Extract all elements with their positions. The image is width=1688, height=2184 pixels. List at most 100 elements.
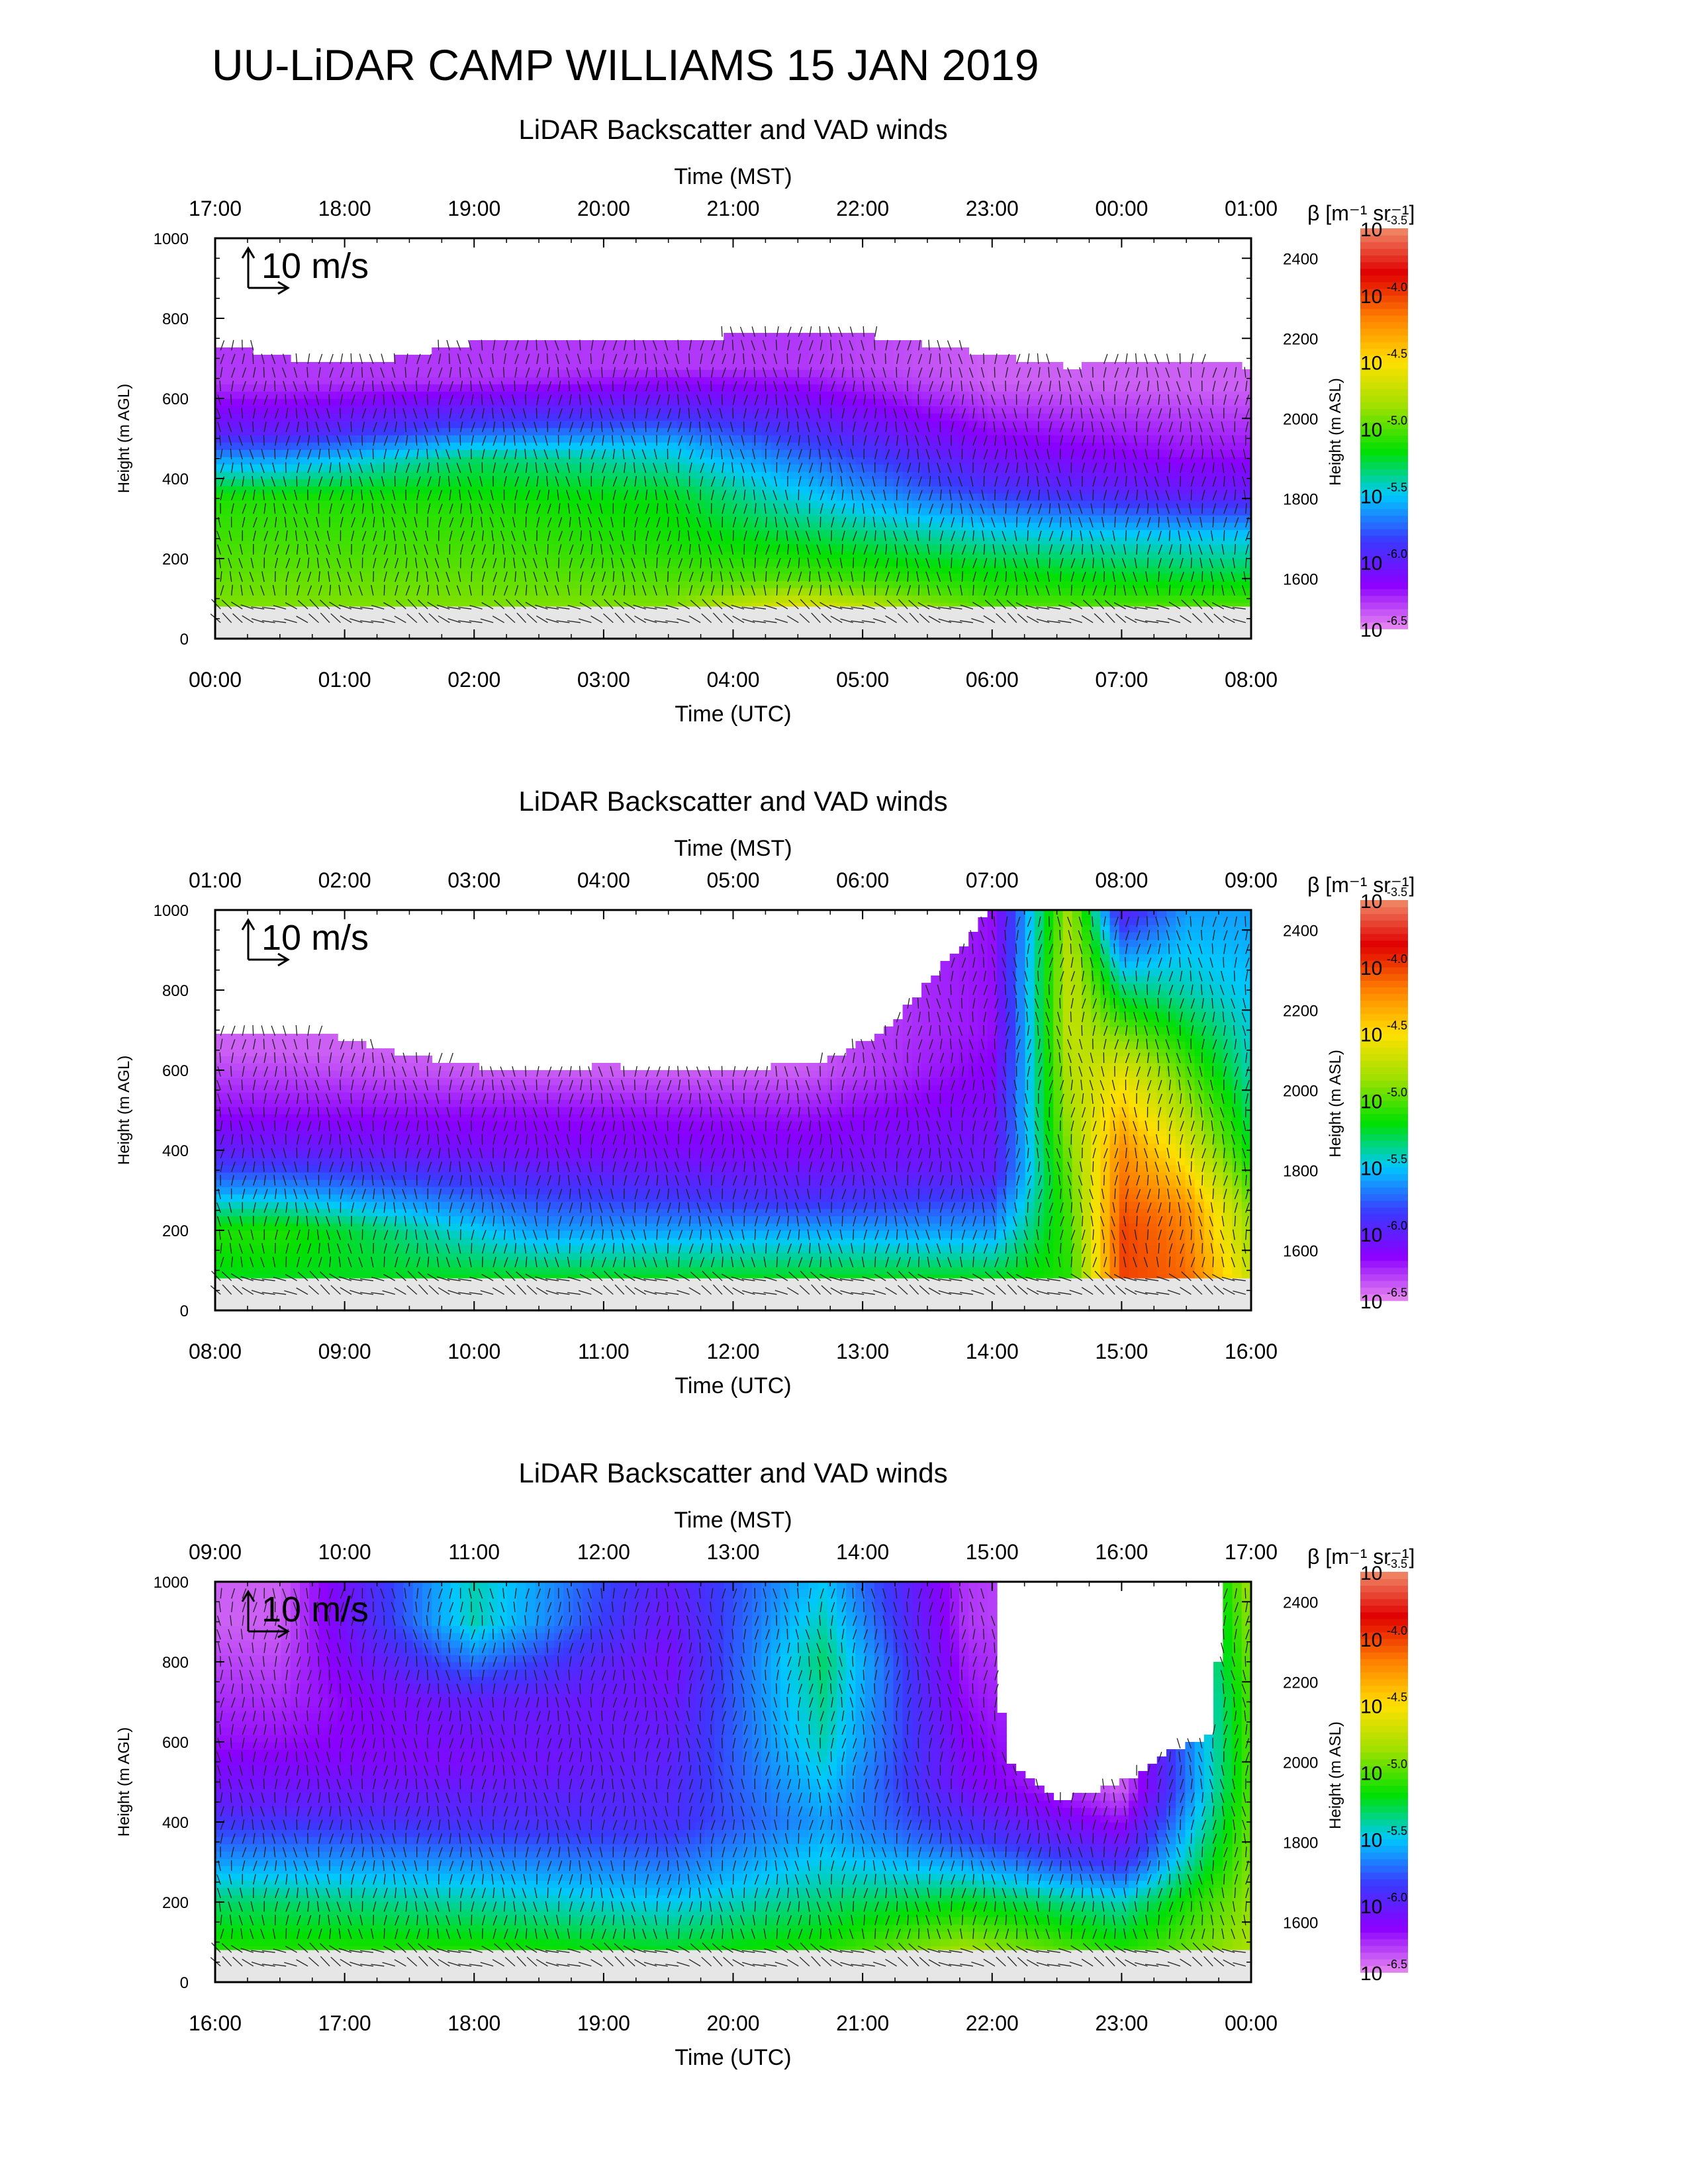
heatmap-cell [582,428,592,435]
heatmap-cell [931,566,941,574]
heatmap-cell [1025,435,1035,443]
heatmap-cell [375,457,385,465]
heatmap-cell [432,398,442,406]
heatmap-cell [808,559,819,567]
heatmap-cell [677,442,687,450]
heatmap-cell [573,602,583,610]
heatmap-cell [1109,406,1120,414]
heatmap-cell [742,428,753,435]
heatmap-cell [385,391,395,399]
heatmap-cell [657,588,668,596]
heatmap-cell [516,588,527,596]
heatmap-cell [488,580,498,588]
wind-arrow [438,340,440,351]
heatmap-cell [761,551,772,559]
heatmap-cell [544,449,555,457]
wind-arrow [371,605,385,610]
heatmap-cell [704,347,715,355]
heatmap-cell [884,420,894,428]
wind-arrow [576,367,581,378]
heatmap-cell [657,573,668,581]
heatmap-cell [347,384,357,392]
heatmap-cell [1015,544,1026,552]
wind-arrow [743,503,748,514]
heatmap-cell [1203,413,1214,421]
heatmap-cell [365,508,376,516]
wind-arrow [438,476,441,487]
wind-arrow [729,558,734,569]
heatmap-cell [271,595,282,603]
heatmap-cell [686,377,696,385]
heatmap-cell [243,580,254,588]
heatmap-cell [827,398,837,406]
heatmap-cell [931,391,941,399]
heatmap-cell [1091,369,1102,377]
heatmap-cell [686,355,696,363]
wind-arrow [590,421,594,432]
heatmap-cell [949,559,960,567]
wind-arrow [307,571,312,582]
heatmap-cell [309,559,320,567]
heatmap-cell [968,595,979,603]
wind-arrow [284,516,287,527]
heatmap-cell [1138,413,1149,421]
wind-arrow [743,394,748,405]
heatmap-cell [271,413,282,421]
heatmap-cell [704,420,715,428]
heatmap-cell [780,595,790,603]
heatmap-cell [318,537,329,545]
heatmap-cell [648,500,659,508]
heatmap-cell [1109,500,1120,508]
heatmap-cell [450,522,461,530]
heatmap-cell [507,362,518,370]
wind-arrow [602,449,606,460]
heatmap-cell [1119,406,1129,414]
heatmap-cell [1081,537,1092,545]
heatmap-cell [931,500,941,508]
heatmap-cell [714,493,725,501]
heatmap-cell [1223,602,1233,610]
heatmap-cell [780,413,790,421]
heatmap-cell [365,464,376,472]
heatmap-cell [262,362,273,370]
heatmap-cell [507,500,518,508]
heatmap-cell [855,457,866,465]
heatmap-cell [1053,602,1064,610]
heatmap-cell [1203,377,1214,385]
heatmap-cell [695,471,706,479]
heatmap-cell [1053,362,1064,370]
heatmap-cell [479,486,489,494]
heatmap-cell [1232,362,1243,370]
wind-arrow [751,463,756,473]
heatmap-cell [365,595,376,603]
heatmap-cell [1072,471,1082,479]
heatmap-cell [1034,602,1045,610]
heatmap-cell [808,340,819,348]
heatmap-cell [554,464,565,472]
wind-arrow [732,367,737,378]
wind-arrow [242,381,246,392]
heatmap-cell [987,457,998,465]
heatmap-cell [978,471,988,479]
heatmap-cell [365,493,376,501]
wind-arrow [231,353,236,365]
heatmap-cell [818,377,828,385]
heatmap-cell [1194,471,1205,479]
wind-arrow [383,408,387,419]
wind-arrow [511,422,516,432]
heatmap-cell [365,486,376,494]
wind-arrow [667,516,669,527]
heatmap-cell [808,602,819,610]
heatmap-cell [677,457,687,465]
heatmap-cell [469,449,480,457]
heatmap-cell [677,435,687,443]
heatmap-cell [667,529,677,537]
wind-arrow [688,449,694,460]
heatmap-cell [1176,369,1186,377]
heatmap-cell [234,369,244,377]
heatmap-cell [714,442,725,450]
heatmap-cell [808,391,819,399]
heatmap-cell [884,529,894,537]
heatmap-cell [1072,464,1082,472]
heatmap-cell [1129,559,1139,567]
